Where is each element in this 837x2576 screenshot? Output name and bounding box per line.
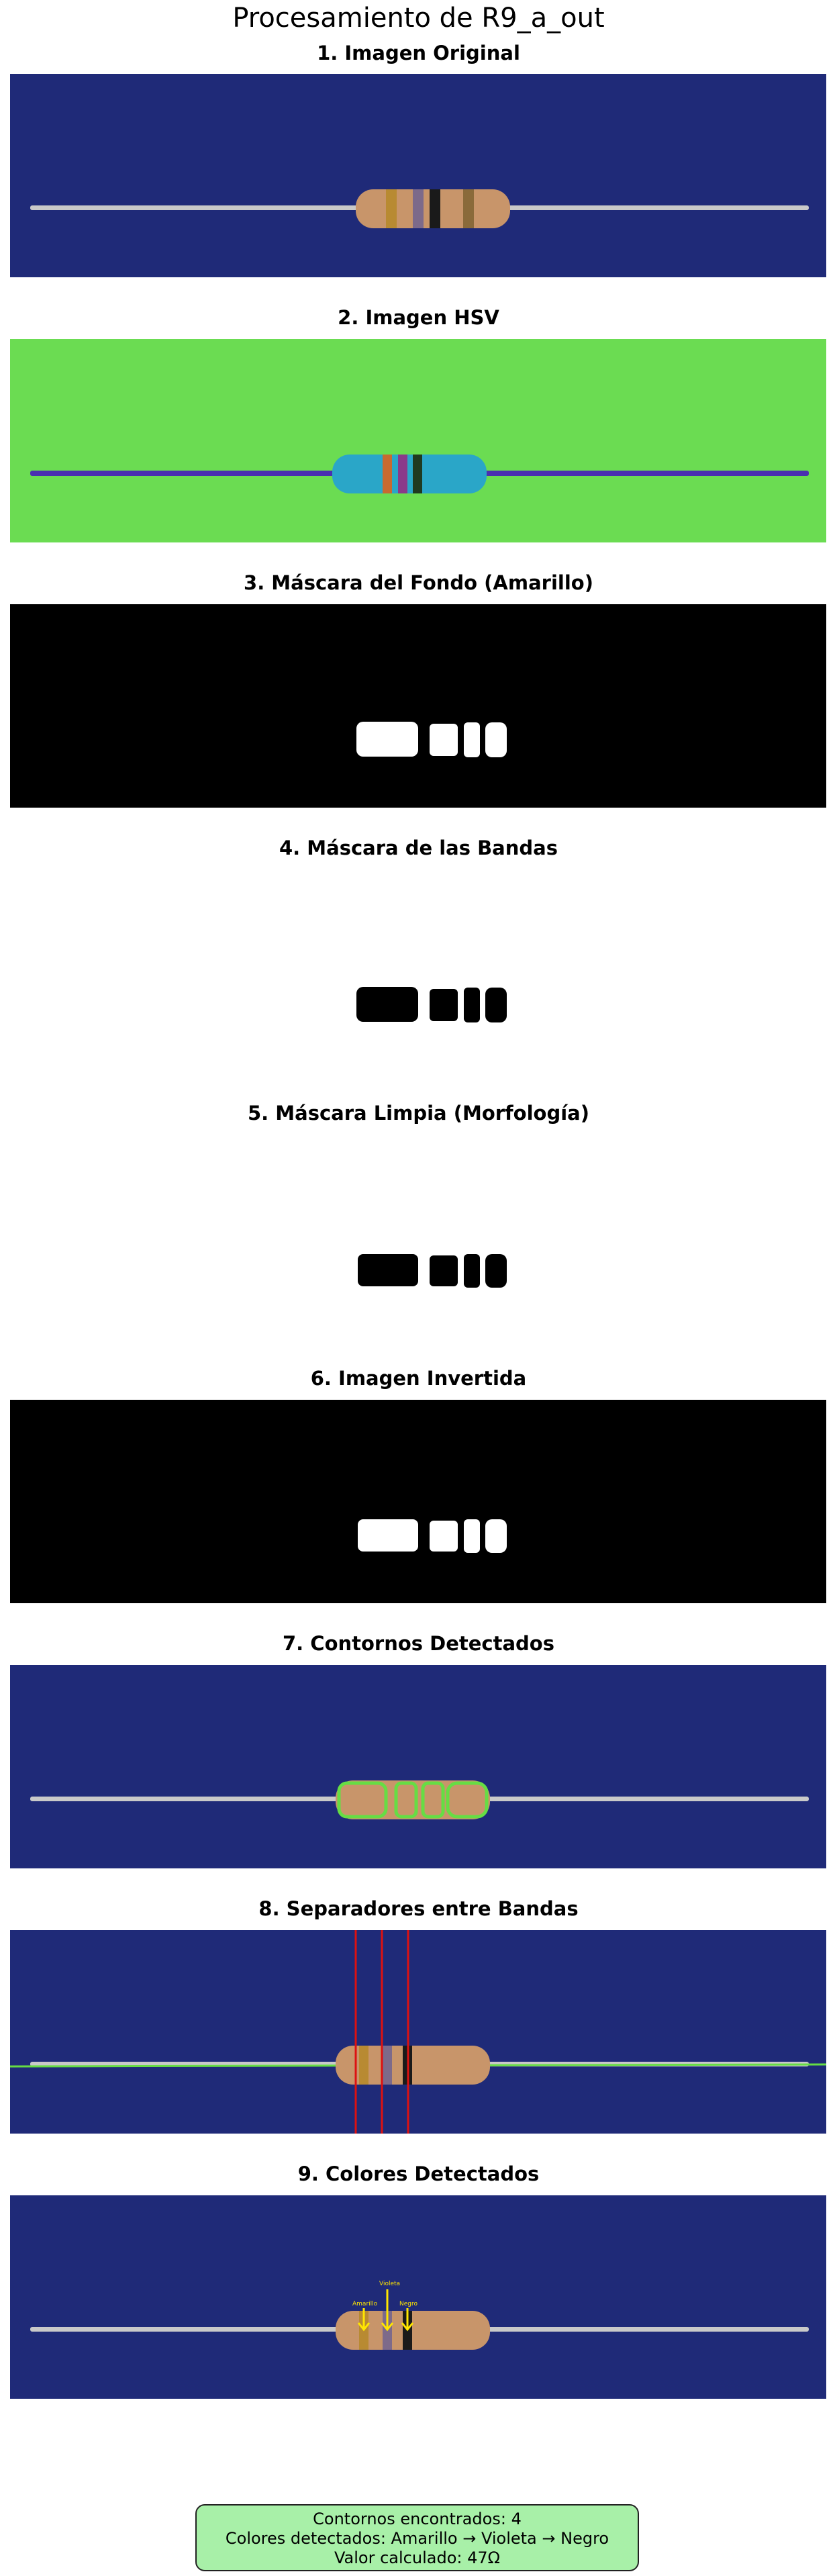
band-label-third: Negro bbox=[399, 2301, 417, 2307]
summary-value: Valor calculado: 47Ω bbox=[334, 2548, 500, 2567]
panel-title-contours: 7. Contornos Detectados bbox=[283, 1632, 554, 1655]
band-label-second: Violeta bbox=[379, 2281, 400, 2287]
inverted-image bbox=[10, 1400, 826, 1603]
panel-title-hsv: 2. Imagen HSV bbox=[338, 306, 499, 329]
panel-title-original: 1. Imagen Original bbox=[317, 42, 520, 64]
figure-title: Procesamiento de R9_a_out bbox=[232, 3, 605, 34]
original-image bbox=[10, 74, 826, 277]
contours-image bbox=[10, 1665, 826, 1868]
panel-title-separators: 8. Separadores entre Bandas bbox=[258, 1897, 579, 1920]
background-mask-image bbox=[10, 604, 826, 808]
band-label-first: Amarillo bbox=[352, 2301, 378, 2307]
summary-colors: Colores detectados: Amarillo → Violeta →… bbox=[225, 2529, 609, 2548]
hsv-image bbox=[10, 339, 826, 542]
panel-title-clean-mask: 5. Máscara Limpia (Morfología) bbox=[248, 1102, 589, 1125]
detected-colors-image: Amarillo Violeta Negro bbox=[10, 2195, 826, 2399]
panel-title-band-mask: 4. Máscara de las Bandas bbox=[279, 837, 558, 859]
panel-title-background-mask: 3. Máscara del Fondo (Amarillo) bbox=[244, 571, 593, 594]
panel-title-inverted: 6. Imagen Invertida bbox=[310, 1367, 527, 1390]
summary-box: Contornos encontrados: 4 Colores detecta… bbox=[195, 2504, 639, 2571]
summary-contours: Contornos encontrados: 4 bbox=[313, 2510, 522, 2528]
panel-title-detected-colors: 9. Colores Detectados bbox=[297, 2162, 540, 2185]
clean-mask-image bbox=[10, 1135, 826, 1338]
band-mask-image bbox=[10, 869, 826, 1073]
separators-image bbox=[10, 1930, 826, 2134]
